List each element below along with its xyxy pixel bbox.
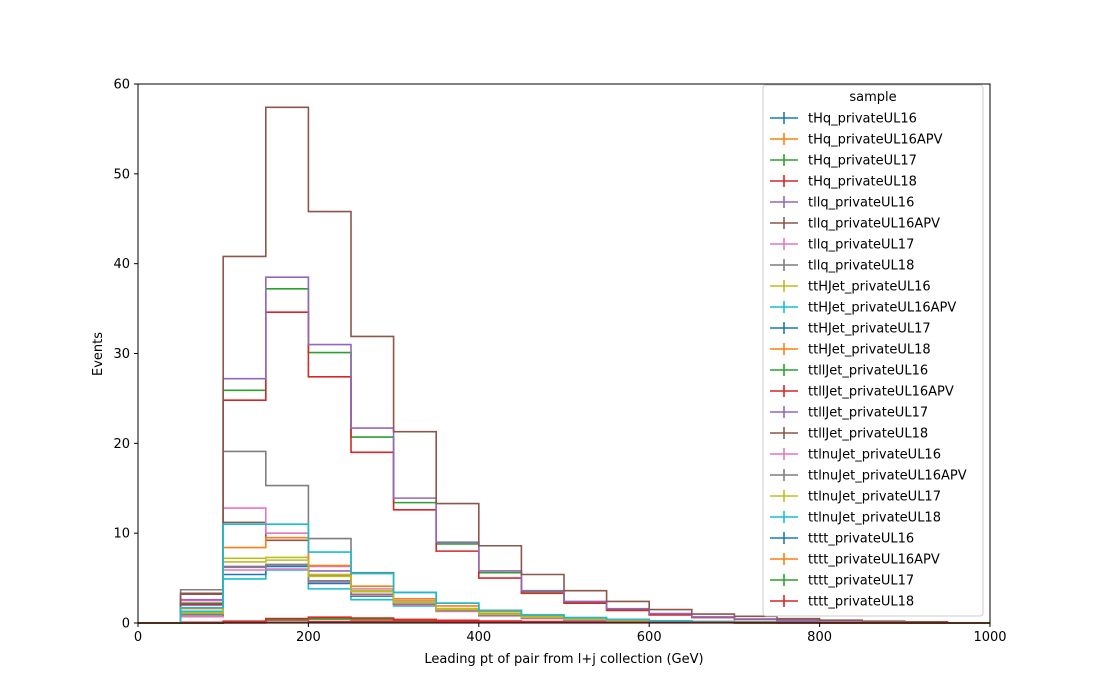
x-tick-label: 200 (296, 630, 321, 645)
y-tick-label: 60 (113, 78, 130, 93)
legend-entry-tttt-privateul18: tttt_privateUL18 (770, 595, 914, 610)
legend-box (762, 84, 984, 617)
x-axis-label: Leading pt of pair from l+j collection (… (424, 652, 703, 667)
legend-label: tttt_privateUL18 (808, 595, 914, 610)
legend-label: tllq_privateUL16APV (808, 217, 940, 232)
y-tick-label: 0 (122, 617, 130, 632)
legend-label: ttHJet_privateUL16APV (808, 301, 956, 316)
legend-title: sample (849, 90, 896, 105)
legend: sample tHq_privateUL16 tHq_privateUL16APV… (762, 84, 984, 617)
legend-entry-ttlnujet-privateul17: ttlnuJet_privateUL17 (770, 490, 941, 505)
legend-label: ttlnuJet_privateUL16APV (808, 469, 967, 484)
legend-entry-ttlnujet-privateul16: ttlnuJet_privateUL16 (770, 448, 941, 463)
legend-entry-tllq-privateul16: tllq_privateUL16 (770, 196, 914, 211)
legend-entry-tttt-privateul17: tttt_privateUL17 (770, 574, 914, 589)
legend-label: ttlnuJet_privateUL16 (808, 448, 941, 463)
series-line-ttlljet-privateul17 (138, 276, 990, 624)
legend-label: ttllJet_privateUL16 (808, 364, 928, 379)
legend-label: tttt_privateUL16APV (808, 553, 940, 568)
legend-label: ttHJet_privateUL17 (808, 322, 931, 337)
legend-entry-ttlljet-privateul16apv: ttllJet_privateUL16APV (770, 385, 954, 400)
y-tick-label: 30 (113, 347, 130, 362)
legend-entries: tHq_privateUL16 tHq_privateUL16APV tHq_pri… (770, 112, 967, 610)
x-tick-label: 400 (466, 630, 491, 645)
series-line-ttlljet-privateul18 (138, 106, 990, 624)
legend-entry-ttlnujet-privateul18: ttlnuJet_privateUL18 (770, 511, 941, 526)
y-tick-label: 20 (113, 437, 130, 452)
x-tick-label: 600 (637, 630, 662, 645)
legend-label: ttllJet_privateUL18 (808, 427, 928, 442)
y-tick-label: 40 (113, 257, 130, 272)
legend-label: tllq_privateUL16 (808, 196, 914, 211)
legend-label: ttllJet_privateUL16APV (808, 385, 954, 400)
y-tick-label: 50 (113, 167, 130, 182)
legend-entry-ttlljet-privateul18: ttllJet_privateUL18 (770, 427, 928, 442)
legend-entry-ttlljet-privateul16: ttllJet_privateUL16 (770, 364, 928, 379)
legend-label: tHq_privateUL18 (808, 175, 917, 190)
legend-label: tttt_privateUL16 (808, 532, 914, 547)
legend-entry-tllq-privateul16apv: tllq_privateUL16APV (770, 217, 940, 232)
legend-label: tHq_privateUL16 (808, 112, 917, 127)
legend-entry-tthjet-privateul18: ttHJet_privateUL18 (770, 343, 931, 358)
legend-label: ttlnuJet_privateUL18 (808, 511, 941, 526)
x-tick-label: 0 (134, 630, 142, 645)
legend-entry-tttt-privateul16apv: tttt_privateUL16APV (770, 553, 940, 568)
legend-entry-ttlljet-privateul17: ttllJet_privateUL17 (770, 406, 928, 421)
legend-label: ttHJet_privateUL16 (808, 280, 931, 295)
x-tick-label: 1000 (973, 630, 1006, 645)
legend-entry-tthjet-privateul17: ttHJet_privateUL17 (770, 322, 931, 337)
legend-entry-tthjet-privateul16apv: ttHJet_privateUL16APV (770, 301, 956, 316)
legend-label: tHq_privateUL17 (808, 154, 917, 169)
legend-label: tllq_privateUL17 (808, 238, 914, 253)
x-axis: 0 200 400 600 800 1000 (134, 623, 1007, 645)
legend-entry-thq-privateul18: tHq_privateUL18 (770, 175, 917, 190)
legend-entry-thq-privateul16: tHq_privateUL16 (770, 112, 917, 127)
legend-label: ttllJet_privateUL17 (808, 406, 928, 421)
legend-entry-tllq-privateul18: tllq_privateUL18 (770, 259, 914, 274)
legend-entry-tthjet-privateul16: ttHJet_privateUL16 (770, 280, 931, 295)
x-tick-label: 800 (807, 630, 832, 645)
legend-entry-tttt-privateul16: tttt_privateUL16 (770, 532, 914, 547)
legend-label: tttt_privateUL17 (808, 574, 914, 589)
legend-label: tllq_privateUL18 (808, 259, 914, 274)
legend-entry-ttlnujet-privateul16apv: ttlnuJet_privateUL16APV (770, 469, 967, 484)
legend-label: tHq_privateUL16APV (808, 133, 943, 148)
legend-entry-tllq-privateul17: tllq_privateUL17 (770, 238, 914, 253)
y-axis-label: Events (91, 332, 106, 376)
legend-entry-thq-privateul16apv: tHq_privateUL16APV (770, 133, 943, 148)
y-axis: 0 10 20 30 40 50 60 (113, 78, 138, 632)
y-tick-label: 10 (113, 527, 130, 542)
legend-label: ttlnuJet_privateUL17 (808, 490, 941, 505)
legend-label: ttHJet_privateUL18 (808, 343, 931, 358)
legend-entry-thq-privateul17: tHq_privateUL17 (770, 154, 917, 169)
